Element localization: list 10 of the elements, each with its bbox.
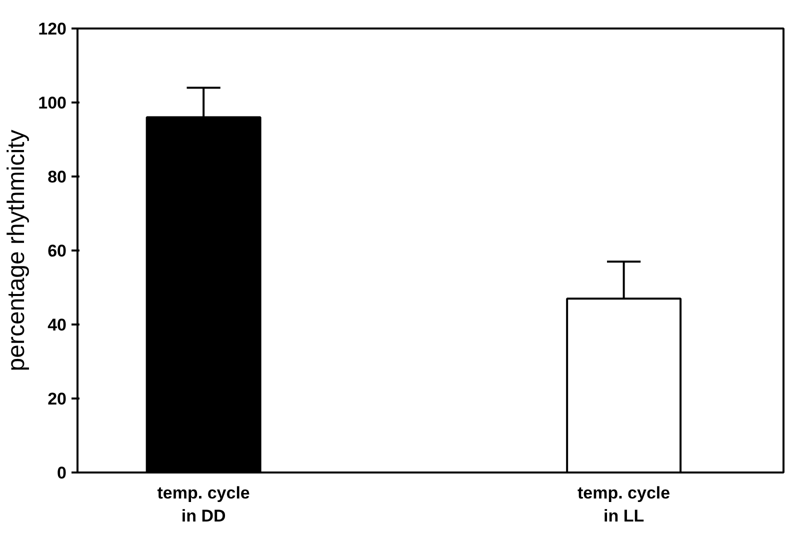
y-axis-title: percentage rhythmicity — [3, 130, 30, 372]
y-tick-label: 60 — [48, 242, 67, 260]
y-tick-label: 20 — [48, 390, 67, 408]
y-tick-label: 80 — [48, 168, 67, 186]
x-tick-label: temp. cycle in DD — [157, 484, 250, 526]
y-tick-label: 0 — [57, 464, 67, 482]
y-tick-label: 120 — [38, 20, 67, 38]
x-tick-label: temp. cycle in LL — [578, 484, 670, 526]
y-tick-label: 40 — [48, 316, 67, 334]
y-tick-label: 100 — [38, 94, 67, 112]
